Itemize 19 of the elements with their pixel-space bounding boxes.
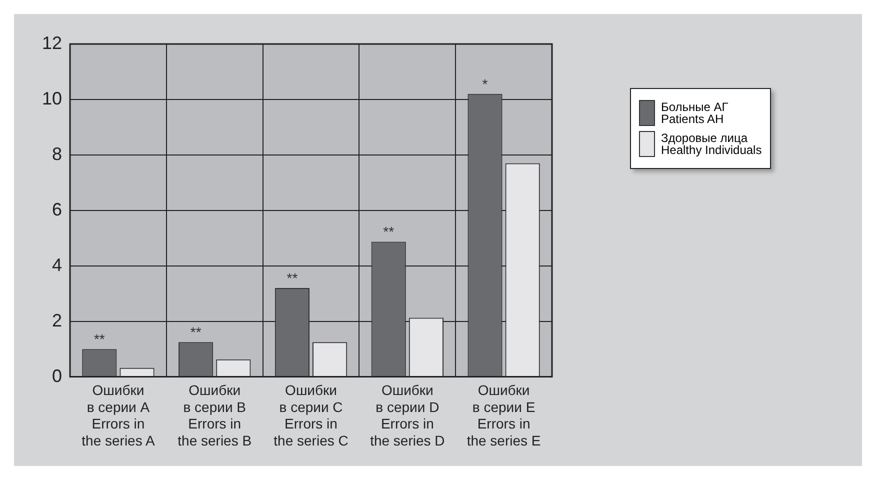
x-tick-label: Ошибки в серии E Errors in the series E — [466, 382, 541, 448]
y-tick-label: 2 — [52, 310, 62, 330]
x-tick-label: Ошибки в серии B Errors in the series B — [178, 382, 252, 448]
annotation: ** — [94, 330, 106, 347]
x-tick-label: Ошибки в серии C Errors in the series C — [274, 382, 348, 448]
annotation: ** — [286, 270, 298, 286]
y-tick-label: 4 — [52, 254, 62, 275]
x-tick-label: Ошибки в серии D Errors in the series D — [370, 382, 445, 448]
y-tick-label: 12 — [42, 32, 62, 53]
x-tick-label: Ошибки в серии A Errors in the series A — [82, 382, 156, 448]
y-tick-label: 6 — [52, 199, 62, 220]
y-tick-label: 0 — [52, 366, 62, 386]
annotation: * — [482, 76, 488, 92]
y-tick-label: 8 — [52, 144, 62, 164]
annotation: ** — [383, 224, 395, 240]
legend-label: Здоровые лица Healthy Individuals — [661, 131, 762, 157]
y-tick-label: 10 — [42, 88, 62, 108]
legend-label: Больные АГ Patients AH — [661, 100, 728, 126]
annotation: ** — [190, 324, 202, 340]
